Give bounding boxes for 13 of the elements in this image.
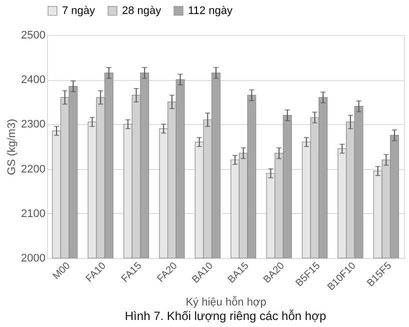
y-tick-label: 2200 bbox=[21, 163, 46, 176]
x-tick-label: M00 bbox=[51, 260, 73, 282]
y-axis-title: GS (kg/m3) bbox=[6, 118, 18, 176]
y-tick-label: 2000 bbox=[21, 252, 46, 264]
y-tick-label: 2500 bbox=[21, 30, 46, 42]
legend-label: 28 ngày bbox=[122, 4, 162, 17]
legend-label: 7 ngày bbox=[62, 4, 96, 17]
y-tick-label: 2100 bbox=[21, 208, 46, 220]
y-tick-label: 2400 bbox=[21, 74, 46, 86]
y-tick-label: 2300 bbox=[21, 118, 46, 131]
x-axis-title: Ký hiệu hỗn hợp bbox=[186, 295, 266, 308]
text: Hình 7. Khối lượng riêng các hỗn hợp bbox=[124, 308, 326, 323]
legend-label: 112 ngày bbox=[188, 4, 233, 17]
